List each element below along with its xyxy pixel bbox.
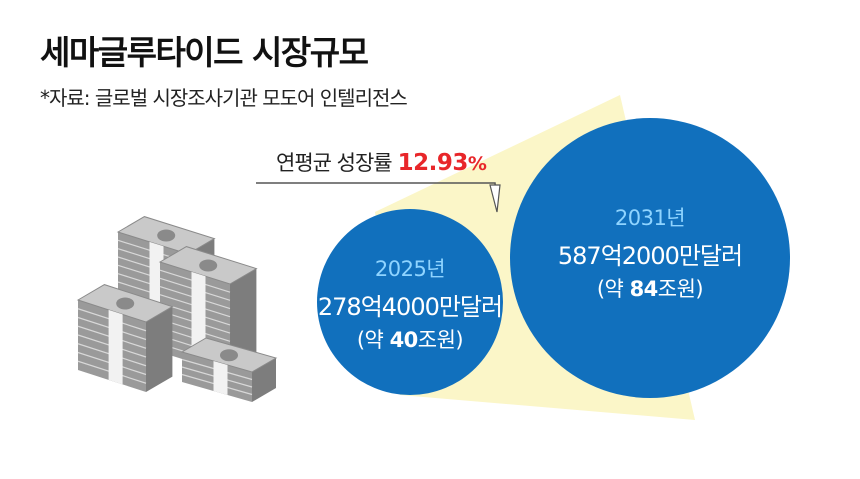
growth-callout-tick — [489, 184, 501, 213]
money-stacks-icon — [76, 216, 278, 402]
growth-label: 연평균 성장률 12.93% — [276, 147, 487, 177]
bubble-2031-text: 2031년 587억2000만달러 (약 84조원) — [530, 202, 770, 303]
bubble-year-label: 2031년 — [614, 206, 686, 230]
bubble-2031 — [510, 118, 790, 398]
bubble-krw-label: (약 84조원) — [596, 277, 704, 301]
bubble-2025-text: 2025년 278억4000만달러 (약 40조원) — [310, 253, 510, 354]
growth-unit: % — [467, 153, 487, 175]
bubble-year-label: 2025년 — [374, 257, 446, 281]
growth-label-text: 연평균 성장률 — [276, 151, 393, 175]
bubble-amount-label: 587억2000만달러 — [557, 242, 743, 270]
growth-value: 12.93 — [397, 150, 469, 176]
bubble-krw-label: (약 40조원) — [356, 328, 464, 352]
bubble-2025 — [317, 209, 503, 395]
page-title: 세마글루타이드 시장규모 — [40, 33, 369, 72]
source-note: *자료: 글로벌 시장조사기관 모도어 인텔리전스 — [40, 86, 408, 110]
bubble-amount-label: 278억4000만달러 — [317, 293, 503, 321]
